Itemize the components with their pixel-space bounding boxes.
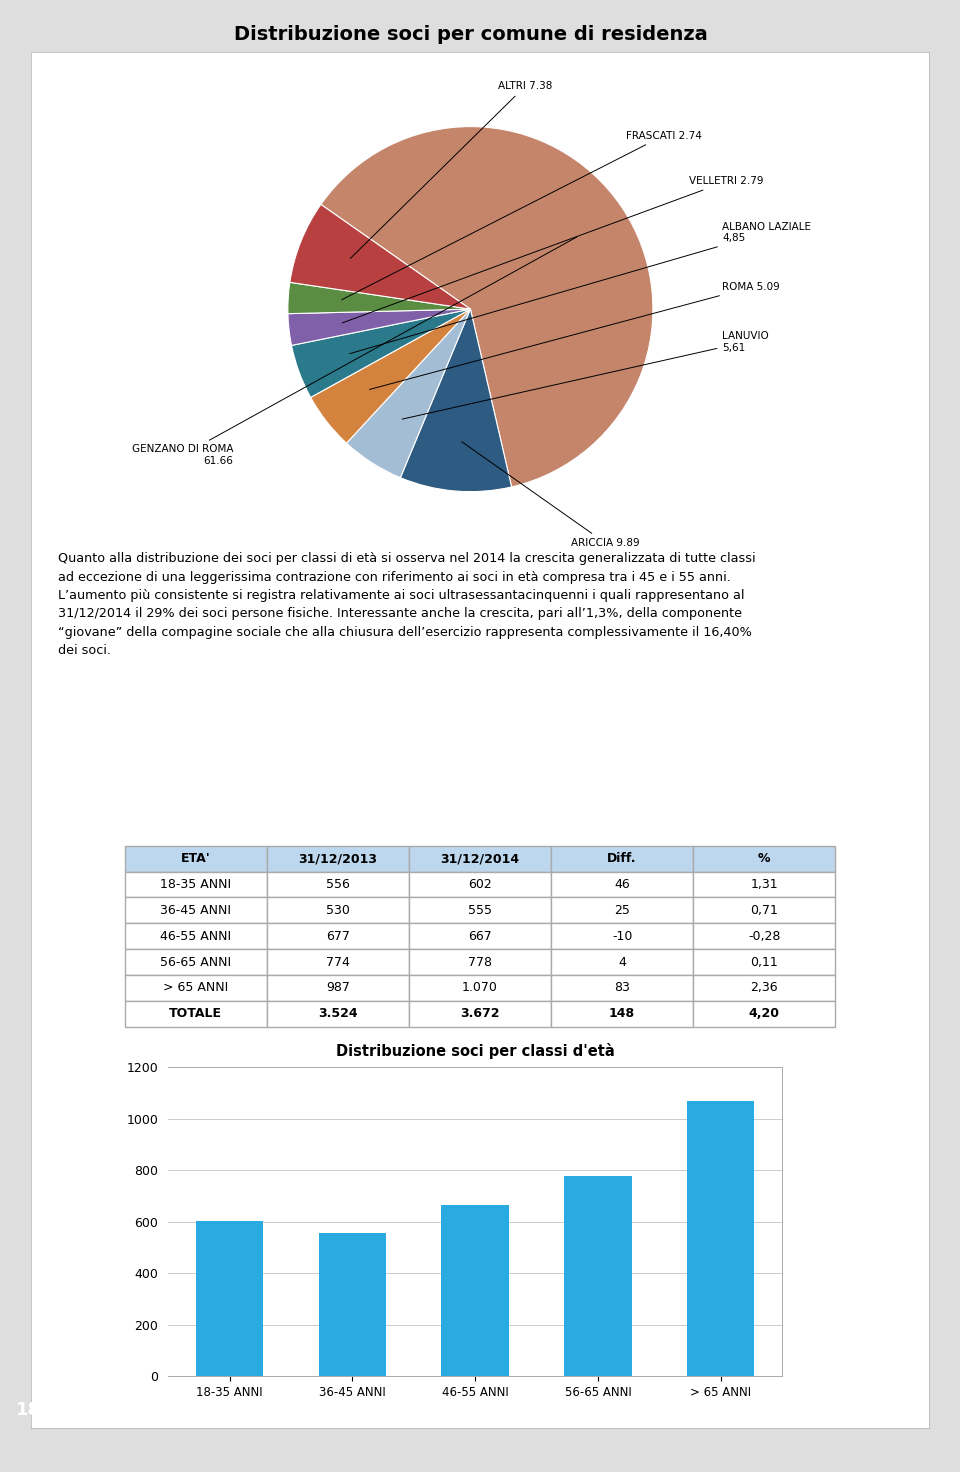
Text: ALBANO LAZIALE
4,85: ALBANO LAZIALE 4,85: [349, 222, 811, 353]
Title: Distribuzione soci per classi d'età: Distribuzione soci per classi d'età: [336, 1044, 614, 1058]
Text: ROMA 5.09: ROMA 5.09: [370, 283, 780, 390]
Wedge shape: [311, 309, 470, 443]
Bar: [687, 1101, 755, 1376]
Bar: [442, 1204, 509, 1376]
Text: FRASCATI 2.74: FRASCATI 2.74: [342, 131, 702, 300]
Text: Quanto alla distribuzione dei soci per classi di età si osserva nel 2014 la cres: Quanto alla distribuzione dei soci per c…: [58, 552, 756, 658]
Bar: [319, 1234, 386, 1376]
Wedge shape: [290, 205, 470, 309]
Wedge shape: [347, 309, 470, 478]
Wedge shape: [288, 309, 470, 346]
Wedge shape: [292, 309, 470, 397]
Text: 18: 18: [16, 1401, 41, 1419]
Text: ARICCIA 9.89: ARICCIA 9.89: [462, 442, 639, 548]
Bar: [564, 1176, 632, 1376]
Bar: [196, 1222, 263, 1376]
Text: LANUVIO
5,61: LANUVIO 5,61: [402, 331, 769, 420]
Text: ALTRI 7.38: ALTRI 7.38: [350, 81, 552, 259]
Wedge shape: [400, 309, 512, 492]
Text: VELLETRI 2.79: VELLETRI 2.79: [343, 177, 764, 322]
Title: Distribuzione soci per comune di residenza: Distribuzione soci per comune di residen…: [233, 25, 708, 44]
Wedge shape: [321, 127, 653, 487]
Wedge shape: [288, 283, 470, 314]
Text: GENZANO DI ROMA
61.66: GENZANO DI ROMA 61.66: [132, 237, 577, 467]
